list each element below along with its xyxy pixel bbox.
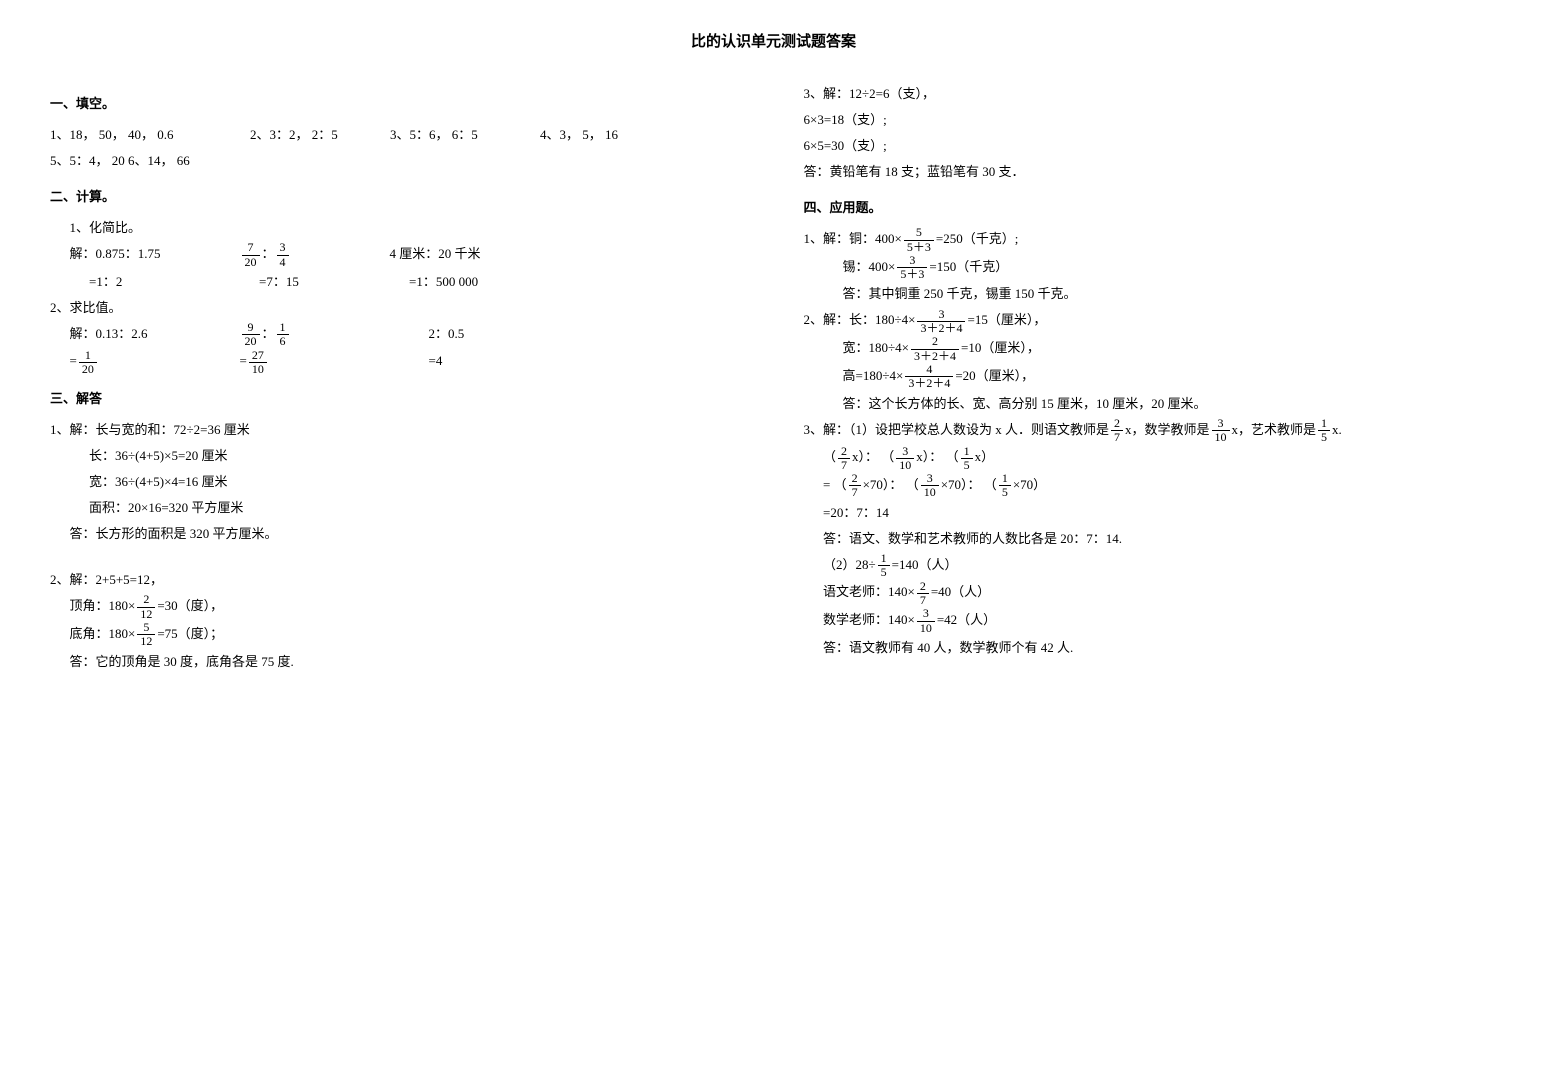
ans3-2b: 顶角：180×212=30（度）， bbox=[50, 593, 744, 621]
calc-1-b2: =7：15 bbox=[259, 269, 409, 295]
calc-2-c: 2：0.5 bbox=[390, 321, 579, 349]
left-column: 一、填空。 1、18， 50， 40， 0.6 2、3：2， 2：5 3、5：6… bbox=[50, 81, 744, 675]
ans3-2a: 2、解：2+5+5=12， bbox=[50, 567, 744, 593]
q3b: （27x）： （310x）： （15x） bbox=[804, 444, 1498, 472]
calc-2-row1: 解：0.13：2.6 920：16 2：0.5 bbox=[50, 321, 744, 349]
section-4-head: 四、应用题。 bbox=[804, 195, 1498, 221]
r3c: 6×5=30（支）; bbox=[804, 133, 1498, 159]
calc-1-c: 4 厘米：20 千米 bbox=[390, 241, 540, 269]
q1c: 答：其中铜重 250 千克，锡重 150 千克。 bbox=[804, 281, 1498, 307]
q3c: = （27×70）： （310×70）： （15×70） bbox=[804, 472, 1498, 500]
q3i: 答：语文教师有 40 人，数学教师个有 42 人. bbox=[804, 635, 1498, 661]
page-title: 比的认识单元测试题答案 bbox=[50, 30, 1497, 51]
right-column: 3、解：12÷2=6（支）， 6×3=18（支）; 6×5=30（支）; 答：黄… bbox=[804, 81, 1498, 675]
ans3-1c: 宽：36÷(4+5)×4=16 厘米 bbox=[50, 469, 744, 495]
q3f: （2）28÷15=140（人） bbox=[804, 552, 1498, 580]
q2d: 答：这个长方体的长、宽、高分别 15 厘米，10 厘米，20 厘米。 bbox=[804, 391, 1498, 417]
calc-1-b: 720：34 bbox=[240, 241, 390, 269]
q2a: 2、解：长：180÷4×33＋2＋4=15（厘米）， bbox=[804, 307, 1498, 335]
r3a: 3、解：12÷2=6（支）， bbox=[804, 81, 1498, 107]
fill-4: 4、3， 5， 16 bbox=[540, 122, 618, 148]
calc-1-a2: =1：2 bbox=[70, 269, 260, 295]
calc-2-row2: =120 =2710 =4 bbox=[50, 348, 744, 376]
ans3-1d: 面积：20×16=320 平方厘米 bbox=[50, 495, 744, 521]
ans3-2d: 答：它的顶角是 30 度，底角各是 75 度. bbox=[50, 649, 744, 675]
calc-1-a: 解：0.875：1.75 bbox=[70, 241, 240, 269]
q3e: 答：语文、数学和艺术教师的人数比各是 20：7：14. bbox=[804, 526, 1498, 552]
calc-1-row2: =1：2 =7：15 =1：500 000 bbox=[50, 269, 744, 295]
calc-1-c2: =1：500 000 bbox=[409, 269, 559, 295]
fill-3: 3、5：6， 6：5 bbox=[390, 122, 540, 148]
fill-1: 1、18， 50， 40， 0.6 bbox=[50, 122, 250, 148]
ans3-1b: 长：36÷(4+5)×5=20 厘米 bbox=[50, 443, 744, 469]
q3a: 3、解：（1）设把学校总人数设为 x 人．则语文教师是27x，数学教师是310x… bbox=[804, 417, 1498, 445]
q3h: 数学老师：140×310=42（人） bbox=[804, 607, 1498, 635]
calc-2-a2: =120 bbox=[70, 348, 240, 376]
two-column-layout: 一、填空。 1、18， 50， 40， 0.6 2、3：2， 2：5 3、5：6… bbox=[50, 81, 1497, 675]
section-1-head: 一、填空。 bbox=[50, 91, 744, 117]
ans3-1a: 1、解：长与宽的和：72÷2=36 厘米 bbox=[50, 417, 744, 443]
calc-1-title: 1、化简比。 bbox=[50, 215, 744, 241]
calc-1-row1: 解：0.875：1.75 720：34 4 厘米：20 千米 bbox=[50, 241, 744, 269]
r3b: 6×3=18（支）; bbox=[804, 107, 1498, 133]
calc-2-b2: =2710 bbox=[240, 348, 390, 376]
r3d: 答：黄铅笔有 18 支；蓝铅笔有 30 支． bbox=[804, 159, 1498, 185]
calc-2-title: 2、求比值。 bbox=[50, 295, 744, 321]
calc-2-c2: =4 bbox=[390, 348, 579, 376]
q1a: 1、解：铜：400×55＋3=250（千克）; bbox=[804, 226, 1498, 254]
q1b: 锡：400×35＋3=150（千克） bbox=[804, 254, 1498, 282]
q3d: =20：7：14 bbox=[804, 500, 1498, 526]
section-3-head: 三、解答 bbox=[50, 386, 744, 412]
ans3-2c: 底角：180×512=75（度）； bbox=[50, 621, 744, 649]
calc-2-b: 920：16 bbox=[240, 321, 390, 349]
section-2-head: 二、计算。 bbox=[50, 184, 744, 210]
q3g: 语文老师：140×27=40（人） bbox=[804, 579, 1498, 607]
ans3-1e: 答：长方形的面积是 320 平方厘米。 bbox=[50, 521, 744, 547]
fill-line-2: 5、5：4， 20 6、14， 66 bbox=[50, 148, 744, 174]
fill-line-1: 1、18， 50， 40， 0.6 2、3：2， 2：5 3、5：6， 6：5 … bbox=[50, 122, 744, 148]
q2c: 高=180÷4×43＋2＋4=20（厘米）， bbox=[804, 363, 1498, 391]
q2b: 宽：180÷4×23＋2＋4=10（厘米）， bbox=[804, 335, 1498, 363]
calc-2-a: 解：0.13：2.6 bbox=[70, 321, 240, 349]
fill-2: 2、3：2， 2：5 bbox=[250, 122, 390, 148]
